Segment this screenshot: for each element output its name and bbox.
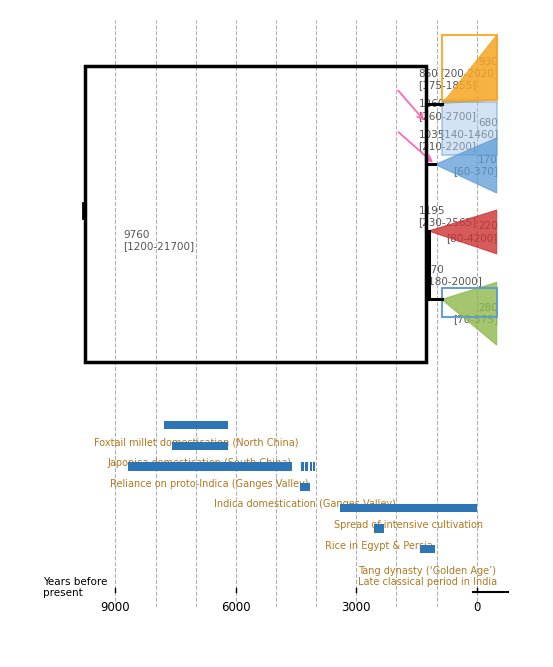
Bar — [85, 65, 426, 362]
Text: 170
[60-370]: 170 [60-370] — [453, 155, 498, 176]
Text: 1260
[260-2700]: 1260 [260-2700] — [419, 99, 477, 121]
Bar — [305, 462, 307, 470]
Bar — [420, 545, 435, 553]
Bar — [442, 35, 497, 100]
Bar — [314, 462, 315, 470]
Polygon shape — [442, 282, 497, 345]
Bar — [442, 288, 497, 317]
Bar — [374, 524, 384, 532]
Text: 930
[200-2020]: 930 [200-2020] — [440, 57, 498, 78]
Text: Tang dynasty (‘Golden Age’)
Late classical period in India: Tang dynasty (‘Golden Age’) Late classic… — [358, 566, 497, 587]
Bar — [300, 483, 310, 491]
Text: 280
[70-575]: 280 [70-575] — [453, 303, 498, 325]
Text: 9000: 9000 — [101, 601, 131, 614]
Polygon shape — [429, 210, 497, 254]
Text: 870
[180-2000]: 870 [180-2000] — [425, 265, 482, 286]
Bar — [171, 442, 228, 450]
Text: 3000: 3000 — [342, 601, 371, 614]
Bar — [442, 288, 497, 317]
Bar — [442, 102, 497, 155]
Text: 6000: 6000 — [221, 601, 251, 614]
Bar — [310, 462, 312, 470]
Text: Indica domestication (Ganges Valley): Indica domestication (Ganges Valley) — [214, 500, 396, 510]
Text: Japonica domestication (South China): Japonica domestication (South China) — [108, 458, 292, 468]
Text: 1195
[230-2565]: 1195 [230-2565] — [419, 205, 477, 227]
Text: 220
[80-4200]: 220 [80-4200] — [447, 221, 498, 243]
Text: Reliance on proto-Indica (Ganges Valley): Reliance on proto-Indica (Ganges Valley) — [111, 479, 309, 489]
Text: Spread of intensive cultivation: Spread of intensive cultivation — [334, 520, 483, 530]
Bar — [340, 504, 477, 512]
Polygon shape — [435, 138, 497, 193]
Text: Rice in Egypt & Persia: Rice in Egypt & Persia — [326, 541, 433, 551]
Text: Years before
present: Years before present — [43, 576, 108, 598]
Text: 680
[140-1460]: 680 [140-1460] — [440, 117, 498, 139]
Bar — [164, 421, 228, 429]
Text: Foxtail millet domestication (North China): Foxtail millet domestication (North Chin… — [93, 438, 298, 448]
Text: 9760
[1200-21700]: 9760 [1200-21700] — [123, 229, 195, 251]
Text: 0: 0 — [473, 601, 481, 614]
Bar — [301, 462, 304, 470]
Text: 1035
[210-2200]: 1035 [210-2200] — [419, 129, 477, 151]
Polygon shape — [442, 35, 497, 103]
Text: 860
[175-1855]: 860 [175-1855] — [419, 69, 477, 90]
Bar — [128, 462, 292, 470]
